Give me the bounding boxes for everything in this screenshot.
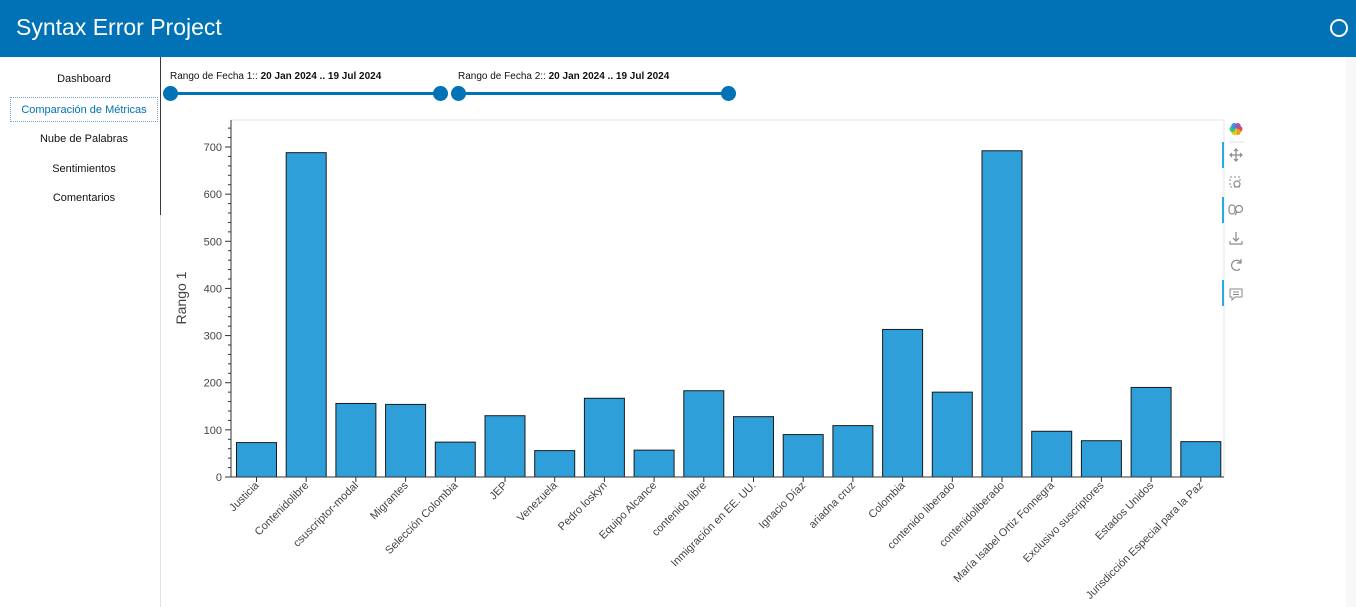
y-tick-label: 200 — [204, 378, 222, 390]
x-tick-label: Inmigración en EE. UU. — [669, 480, 759, 570]
sidebar-item-dashboard[interactable]: Dashboard — [57, 73, 111, 85]
date-range-2-slider-track[interactable] — [458, 92, 728, 95]
y-tick-label: 0 — [216, 472, 222, 484]
bar[interactable] — [832, 425, 874, 478]
date-range-1-slider-track[interactable] — [170, 92, 440, 95]
save-icon[interactable] — [1229, 232, 1243, 245]
bar[interactable] — [733, 416, 774, 478]
y-tick-label: 700 — [204, 142, 222, 154]
sidebar-item-comentarios[interactable]: Comentarios — [52, 192, 116, 204]
plot-frame — [230, 119, 1225, 478]
x-tick-label: Migrantes — [368, 479, 411, 522]
y-tick-label: 500 — [204, 236, 222, 248]
sidebar-divider — [160, 215, 161, 607]
x-tick-label: JEP — [487, 480, 510, 503]
sidebar-item-comparacion-metricas[interactable]: Comparación de Métricas — [10, 97, 158, 122]
app-header: Syntax Error Project — [0, 0, 1356, 57]
pan-icon[interactable] — [1229, 148, 1243, 162]
x-tick-label: María Isabel Ortiz Fonnegra — [951, 479, 1057, 585]
date-range-1-label: Rango de Fecha 1:: 20 Jan 2024 .. 19 Jul… — [170, 71, 381, 82]
bar[interactable] — [285, 152, 327, 478]
reset-icon[interactable] — [1231, 259, 1242, 271]
box-zoom-lens — [1233, 180, 1241, 188]
date-range-2-end-handle[interactable] — [721, 86, 736, 101]
x-tick-label: Pedro loskyn — [556, 480, 609, 533]
x-tick-label: Venezuela — [515, 479, 560, 524]
bar[interactable] — [583, 397, 625, 478]
bar[interactable] — [236, 442, 277, 478]
x-tick-label: Justicia — [227, 479, 262, 514]
circle-busy-indicator-icon — [1330, 19, 1348, 37]
bar[interactable] — [434, 441, 476, 478]
bar[interactable] — [981, 150, 1023, 478]
date-range-2-label: Rango de Fecha 2:: 20 Jan 2024 .. 19 Jul… — [458, 71, 669, 82]
bar[interactable] — [931, 391, 973, 478]
bar[interactable] — [1180, 441, 1222, 478]
date-range-1-start-handle[interactable] — [163, 86, 178, 101]
x-tick-label: Colombia — [866, 479, 908, 521]
x-tick-label: Exclusivo suscriptores — [1021, 479, 1107, 565]
bokeh-logo-icon[interactable] — [1229, 122, 1243, 136]
bar[interactable] — [1130, 386, 1172, 478]
x-tick-label: ariadna cruz — [807, 480, 858, 531]
bar[interactable] — [385, 403, 427, 478]
x-tick-label: Ignacio Díaz — [757, 480, 809, 532]
wheel-zoom-lens — [1234, 204, 1244, 214]
bar[interactable] — [534, 450, 576, 478]
y-tick-label: 300 — [204, 331, 222, 343]
bar[interactable] — [1080, 440, 1122, 478]
date-range-1-value: 20 Jan 2024 .. 19 Jul 2024 — [260, 71, 382, 82]
bar[interactable] — [335, 402, 377, 478]
sidebar-item-nube-palabras[interactable]: Nube de Palabras — [39, 133, 129, 145]
date-range-1-end-handle[interactable] — [433, 86, 448, 101]
date-range-2-start-handle[interactable] — [451, 86, 466, 101]
date-range-2-title: Rango de Fecha 2:: — [458, 71, 546, 82]
y-tick-label: 600 — [204, 189, 222, 201]
bar[interactable] — [882, 328, 924, 478]
sidebar-item-sentimientos[interactable]: Sentimientos — [52, 163, 116, 175]
wheel-zoom-icon[interactable] — [1228, 204, 1236, 215]
bar[interactable] — [484, 415, 526, 478]
date-range-2-value: 20 Jan 2024 .. 19 Jul 2024 — [548, 71, 670, 82]
bar[interactable] — [633, 449, 675, 478]
page-scrollbar[interactable] — [1346, 57, 1356, 607]
box-zoom-icon[interactable] — [1229, 176, 1241, 188]
app-title: Syntax Error Project — [16, 14, 222, 40]
bokeh-logo-dot — [1234, 122, 1241, 129]
bar[interactable] — [782, 434, 824, 478]
wheel-zoom-handle — [1234, 211, 1238, 216]
bar[interactable] — [683, 390, 725, 478]
y-tick-label: 400 — [204, 283, 222, 295]
y-axis-label: Rango 1 — [173, 271, 189, 324]
sidebar-nav: Dashboard Comparación de Métricas Nube d… — [0, 57, 161, 215]
hover-icon[interactable] — [1229, 288, 1243, 302]
bar[interactable] — [1031, 430, 1073, 478]
date-range-1-title: Rango de Fecha 1:: — [170, 71, 258, 82]
y-tick-label: 100 — [204, 425, 222, 437]
